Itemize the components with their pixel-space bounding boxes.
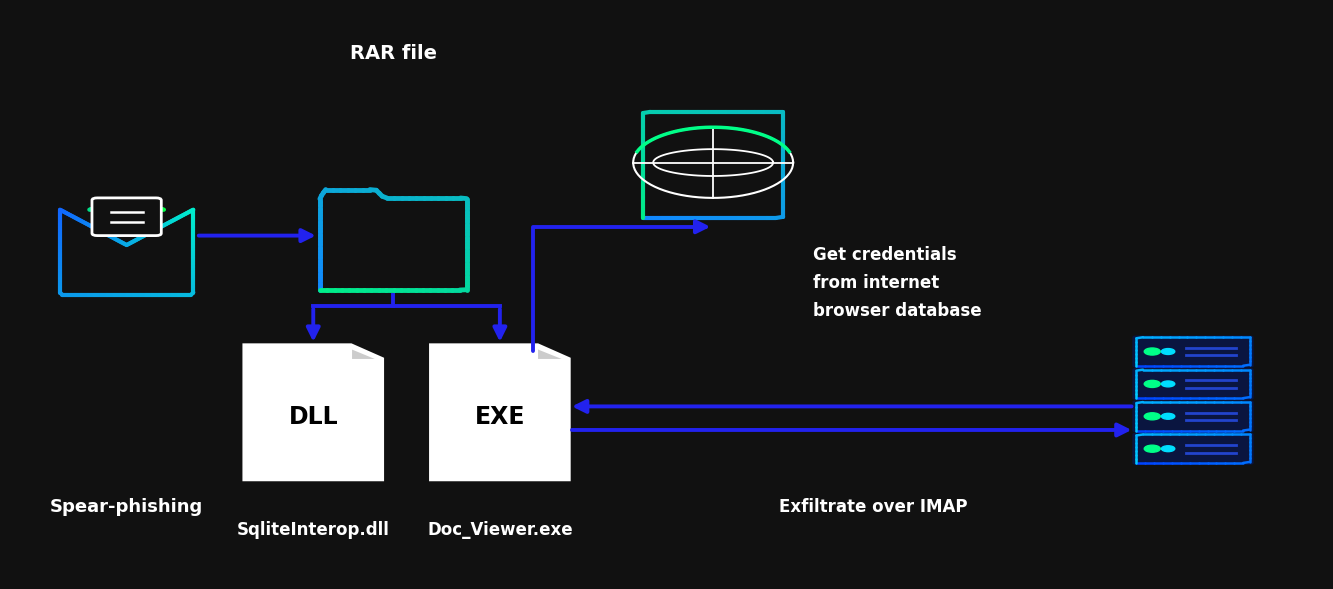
Circle shape xyxy=(1161,413,1174,419)
Polygon shape xyxy=(433,348,567,477)
Circle shape xyxy=(1144,348,1160,355)
FancyBboxPatch shape xyxy=(1133,401,1253,432)
FancyBboxPatch shape xyxy=(1133,433,1253,465)
Text: DLL: DLL xyxy=(288,405,339,429)
FancyBboxPatch shape xyxy=(1133,368,1253,400)
Text: Doc_Viewer.exe: Doc_Viewer.exe xyxy=(427,521,573,539)
Circle shape xyxy=(1161,349,1174,355)
FancyBboxPatch shape xyxy=(1133,336,1253,368)
FancyBboxPatch shape xyxy=(92,198,161,236)
Text: SqliteInterop.dll: SqliteInterop.dll xyxy=(237,521,389,539)
Polygon shape xyxy=(537,348,567,360)
Circle shape xyxy=(1161,446,1174,452)
Circle shape xyxy=(1161,381,1174,387)
Text: RAR file: RAR file xyxy=(349,44,437,62)
Text: Exfiltrate over IMAP: Exfiltrate over IMAP xyxy=(778,498,968,515)
Polygon shape xyxy=(247,348,380,477)
Text: Spear-phishing: Spear-phishing xyxy=(51,498,203,515)
Circle shape xyxy=(1144,445,1160,452)
Text: EXE: EXE xyxy=(475,405,525,429)
Polygon shape xyxy=(351,348,380,360)
Text: Get credentials
from internet
browser database: Get credentials from internet browser da… xyxy=(813,246,982,319)
Circle shape xyxy=(1144,413,1160,420)
Circle shape xyxy=(1144,380,1160,388)
